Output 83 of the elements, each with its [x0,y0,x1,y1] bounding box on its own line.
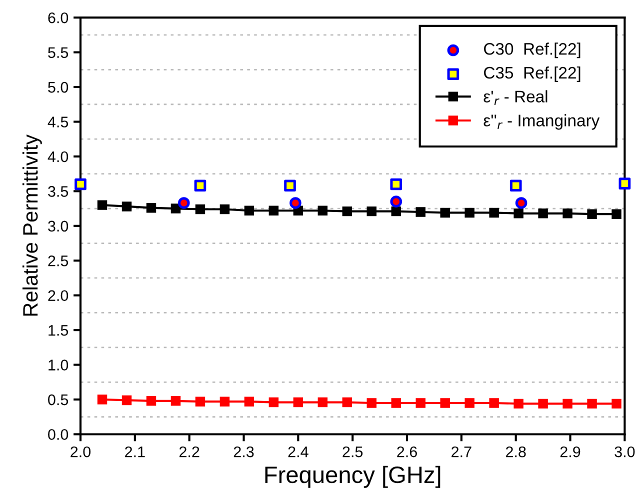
point [440,208,450,218]
point [618,178,631,190]
point [318,397,328,408]
point [440,398,450,408]
point [170,396,181,406]
x-tick-label: 2.4 [288,446,308,458]
point [391,206,401,216]
y-tick-label: 0.0 [48,429,68,440]
legend-label: C30 Ref.[22] [484,42,580,58]
y-tick-label: 4.5 [48,116,68,128]
y-tick-label: 6.0 [48,12,68,24]
point [244,206,254,216]
point [489,398,499,408]
x-tick-label: 2.5 [342,446,363,458]
point [342,206,352,216]
x-tick-label: 2.6 [397,446,417,458]
point [293,397,304,408]
point [514,398,524,409]
point [366,398,376,408]
point [195,204,206,214]
point [587,209,597,219]
point [514,208,524,218]
point [194,180,206,192]
point [268,206,279,216]
point [244,396,254,406]
x-tick-label: 2.8 [506,446,526,458]
point [390,178,402,190]
point [464,398,474,408]
x-tick-label: 2.1 [125,446,145,458]
x-tick-label: 2.7 [452,446,472,458]
legend-label: ε'$_{r}$ - Real [484,90,548,106]
x-tick-label: 2.9 [560,446,580,458]
y-tick-label: 3.5 [48,186,68,197]
x-tick-label: 2.2 [179,446,200,458]
point [318,206,328,216]
point [195,396,206,406]
point [612,398,622,409]
point [366,206,376,216]
point [220,204,230,214]
point [612,209,622,219]
point [178,197,190,209]
point [74,178,86,190]
point [170,204,181,214]
point [342,397,352,408]
x-axis-title: Frequency [GHz] [265,466,440,488]
point [416,207,426,217]
point [562,208,572,218]
point [146,202,156,213]
point [122,202,132,212]
y-tick-label: 4.0 [48,151,68,162]
point [587,398,597,409]
y-tick-label: 5.5 [48,47,68,58]
x-tick-label: 3.0 [614,446,635,458]
point [538,398,548,409]
point [515,197,528,209]
point [268,397,279,408]
point [464,208,474,218]
y-axis-title: Relative Permittivity [22,134,42,316]
legend-label: ε''$_{r}$ - Imanginary [484,114,600,130]
x-tick-label: 2.3 [234,446,254,458]
y-tick-label: 2.0 [48,290,68,302]
y-tick-label: 1.0 [48,360,68,370]
point [146,396,156,406]
point [390,196,402,208]
legend-label: C35 Ref.[22] [484,66,580,82]
y-tick-label: 0.5 [48,394,68,406]
point [284,180,296,192]
point [122,395,132,406]
point [97,200,108,210]
y-tick-label: 2.5 [48,255,68,266]
point [538,208,548,218]
point [391,398,401,408]
point [562,398,572,409]
point [97,394,108,404]
point [489,208,499,218]
point [290,197,302,209]
y-tick-label: 3.0 [48,220,68,232]
x-tick-label: 2.0 [70,446,91,458]
point [510,180,522,192]
y-tick-label: 1.5 [48,325,68,336]
point [416,398,426,408]
y-tick-label: 5.0 [48,82,68,93]
point [220,396,230,406]
